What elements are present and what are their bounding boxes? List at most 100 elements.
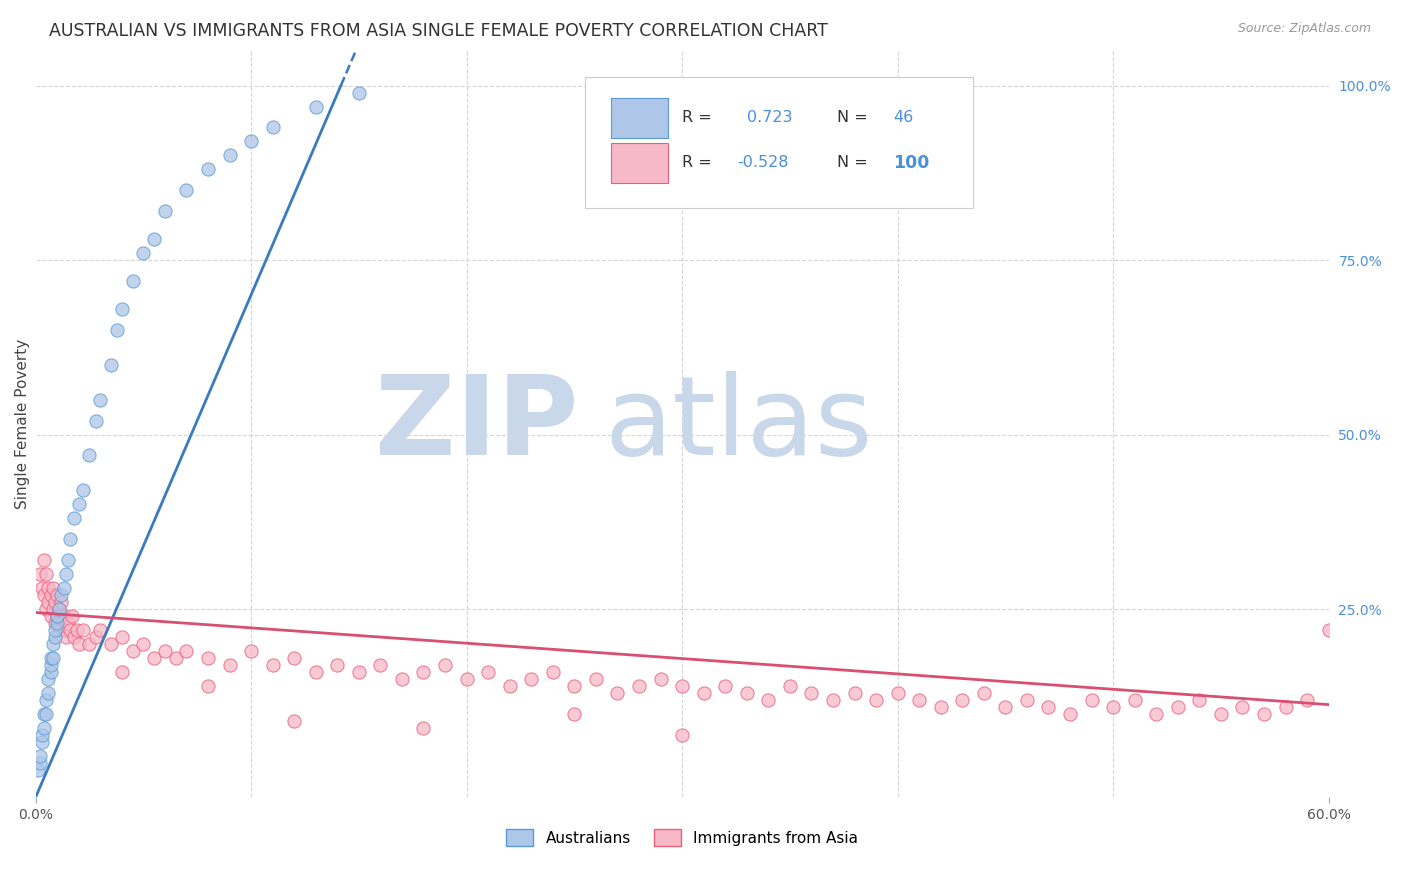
Point bbox=[391, 672, 413, 686]
Point bbox=[100, 637, 122, 651]
Text: ZIP: ZIP bbox=[375, 370, 579, 477]
Point bbox=[27, 763, 49, 777]
Point bbox=[44, 615, 66, 630]
Point bbox=[107, 323, 129, 337]
Point bbox=[1209, 706, 1232, 721]
Point bbox=[283, 651, 305, 665]
Point bbox=[1274, 699, 1296, 714]
Point bbox=[39, 665, 62, 679]
Point bbox=[132, 246, 155, 260]
Point bbox=[84, 630, 107, 644]
Point bbox=[844, 686, 866, 700]
Point bbox=[63, 511, 86, 525]
Point bbox=[31, 581, 53, 595]
Text: R =: R = bbox=[682, 111, 711, 126]
Point bbox=[56, 553, 79, 567]
Point bbox=[39, 651, 62, 665]
Y-axis label: Single Female Poverty: Single Female Poverty bbox=[15, 339, 30, 509]
FancyBboxPatch shape bbox=[612, 143, 668, 183]
Point bbox=[671, 679, 693, 693]
Point bbox=[1123, 692, 1146, 706]
Point bbox=[585, 672, 607, 686]
Point bbox=[305, 99, 328, 113]
Point bbox=[28, 748, 51, 763]
Point bbox=[197, 651, 219, 665]
Point bbox=[262, 120, 284, 135]
Legend: Australians, Immigrants from Asia: Australians, Immigrants from Asia bbox=[506, 830, 859, 846]
Text: 46: 46 bbox=[893, 111, 912, 126]
Point bbox=[51, 588, 73, 602]
Point bbox=[197, 679, 219, 693]
Point bbox=[153, 644, 176, 658]
Point bbox=[51, 595, 73, 609]
Point bbox=[153, 204, 176, 219]
Point bbox=[1296, 692, 1319, 706]
Text: R =: R = bbox=[682, 155, 711, 170]
Point bbox=[347, 86, 370, 100]
Point bbox=[67, 497, 90, 511]
Point bbox=[72, 483, 94, 498]
Point bbox=[886, 686, 908, 700]
Text: AUSTRALIAN VS IMMIGRANTS FROM ASIA SINGLE FEMALE POVERTY CORRELATION CHART: AUSTRALIAN VS IMMIGRANTS FROM ASIA SINGL… bbox=[49, 22, 828, 40]
Point bbox=[1015, 692, 1038, 706]
Point bbox=[800, 686, 823, 700]
Point bbox=[67, 637, 90, 651]
Point bbox=[48, 623, 70, 637]
Point bbox=[326, 657, 349, 672]
Point bbox=[60, 609, 83, 624]
Point bbox=[132, 637, 155, 651]
Point bbox=[143, 651, 166, 665]
Point bbox=[520, 672, 543, 686]
Point bbox=[32, 721, 55, 735]
Point bbox=[32, 706, 55, 721]
Text: Source: ZipAtlas.com: Source: ZipAtlas.com bbox=[1237, 22, 1371, 36]
Point bbox=[865, 692, 887, 706]
Point bbox=[347, 665, 370, 679]
Point bbox=[240, 135, 263, 149]
Point bbox=[929, 699, 952, 714]
Point bbox=[39, 588, 62, 602]
FancyBboxPatch shape bbox=[612, 98, 668, 138]
Point bbox=[499, 679, 522, 693]
Point bbox=[52, 623, 75, 637]
Point bbox=[37, 686, 59, 700]
Point bbox=[1038, 699, 1060, 714]
Point bbox=[55, 630, 77, 644]
Point bbox=[28, 567, 51, 582]
Point bbox=[121, 274, 143, 288]
Point bbox=[412, 665, 434, 679]
Point bbox=[412, 721, 434, 735]
Text: -0.528: -0.528 bbox=[738, 155, 789, 170]
Point bbox=[197, 162, 219, 177]
Point bbox=[35, 602, 58, 616]
Point bbox=[89, 623, 111, 637]
Point bbox=[1188, 692, 1211, 706]
Point bbox=[111, 665, 134, 679]
Point bbox=[456, 672, 478, 686]
Point bbox=[735, 686, 758, 700]
Point bbox=[84, 413, 107, 427]
FancyBboxPatch shape bbox=[585, 77, 973, 208]
Point bbox=[627, 679, 650, 693]
Point bbox=[31, 734, 53, 748]
Point bbox=[79, 637, 101, 651]
Point bbox=[994, 699, 1017, 714]
Text: N =: N = bbox=[838, 111, 868, 126]
Point bbox=[973, 686, 995, 700]
Point bbox=[779, 679, 801, 693]
Point bbox=[606, 686, 628, 700]
Point bbox=[692, 686, 714, 700]
Point bbox=[165, 651, 187, 665]
Text: atlas: atlas bbox=[605, 370, 873, 477]
Text: 100: 100 bbox=[893, 153, 929, 171]
Point bbox=[44, 595, 66, 609]
Point bbox=[434, 657, 457, 672]
Point bbox=[283, 714, 305, 728]
Point bbox=[143, 232, 166, 246]
Point bbox=[63, 630, 86, 644]
Point bbox=[541, 665, 564, 679]
Point bbox=[35, 706, 58, 721]
Point bbox=[32, 553, 55, 567]
Point bbox=[48, 602, 70, 616]
Text: 0.723: 0.723 bbox=[747, 111, 792, 126]
